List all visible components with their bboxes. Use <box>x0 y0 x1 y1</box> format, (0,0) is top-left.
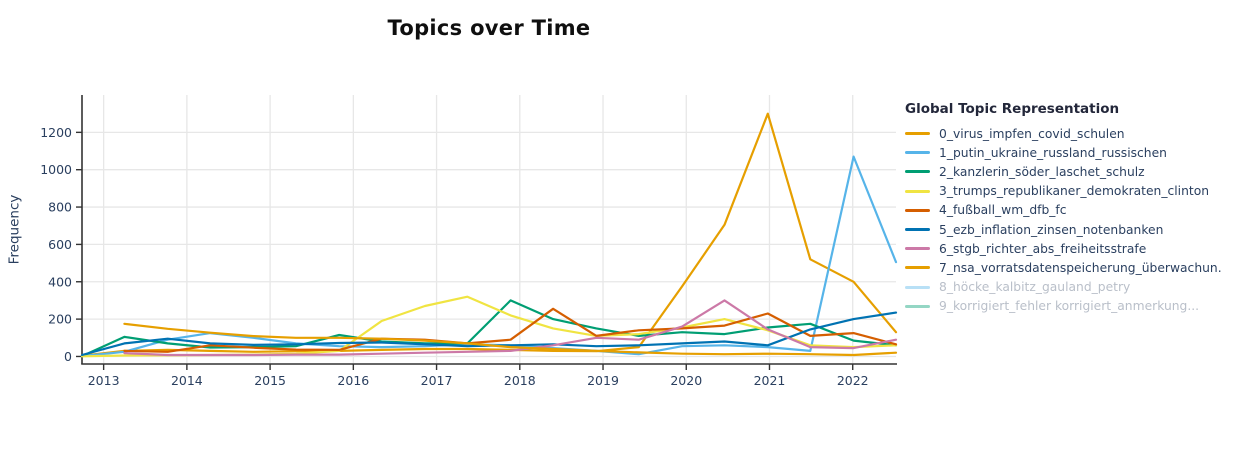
legend-swatch-3 <box>905 189 930 193</box>
x-tick-label: 2020 <box>670 373 702 388</box>
legend-item-3[interactable]: 3_trumps_republikaner_demokraten_clinton <box>905 182 1222 201</box>
x-tick-label: 2013 <box>88 373 120 388</box>
y-tick-label: 0 <box>64 349 72 364</box>
legend-swatch-7 <box>905 266 930 270</box>
legend-item-label: 3_trumps_republikaner_demokraten_clinton <box>939 184 1210 199</box>
legend-swatch-9 <box>905 304 930 308</box>
legend-item-0[interactable]: 0_virus_impfen_covid_schulen <box>905 124 1222 143</box>
legend: Global Topic Representation 0_virus_impf… <box>905 101 1222 316</box>
y-tick-label: 600 <box>48 237 72 252</box>
x-tick-label: 2019 <box>587 373 619 388</box>
legend-item-label: 9_korrigiert_fehler korrigiert_anmerkung… <box>939 299 1200 314</box>
series-line-6[interactable] <box>123 299 898 357</box>
legend-swatch-1 <box>905 151 930 155</box>
legend-swatch-2 <box>905 170 930 174</box>
y-tick-label: 200 <box>48 312 72 327</box>
legend-item-7[interactable]: 7_nsa_vorratsdatenspeicherung_überwachun… <box>905 258 1222 277</box>
legend-swatch-8 <box>905 285 930 289</box>
y-tick-label: 1200 <box>40 125 72 140</box>
legend-title: Global Topic Representation <box>905 101 1120 117</box>
legend-swatch-4 <box>905 208 930 212</box>
series-line-0[interactable] <box>80 112 898 357</box>
series-line-7[interactable] <box>123 322 898 357</box>
legend-item-2[interactable]: 2_kanzlerin_söder_laschet_schulz <box>905 162 1222 181</box>
legend-item-label: 1_putin_ukraine_russland_russischen <box>939 145 1167 160</box>
legend-item-label: 4_fußball_wm_dfb_fc <box>939 203 1067 218</box>
y-tick-label: 1000 <box>40 162 72 177</box>
legend-swatch-5 <box>905 228 930 232</box>
legend-item-1[interactable]: 1_putin_ukraine_russland_russischen <box>905 143 1222 162</box>
series-line-4[interactable] <box>123 307 898 353</box>
x-tick-label: 2015 <box>254 373 286 388</box>
x-tick-label: 2018 <box>504 373 536 388</box>
x-tick-label: 2016 <box>337 373 369 388</box>
x-tick-label: 2021 <box>754 373 786 388</box>
legend-item-label: 6_stgb_richter_abs_freiheitsstrafe <box>939 241 1147 256</box>
y-tick-label: 800 <box>48 200 72 215</box>
x-tick-label: 2017 <box>421 373 453 388</box>
legend-item-label: 5_ezb_inflation_zinsen_notenbanken <box>939 222 1164 237</box>
legend-item-9[interactable]: 9_korrigiert_fehler korrigiert_anmerkung… <box>905 297 1222 316</box>
chart-title: Topics over Time <box>387 16 591 40</box>
legend-item-8[interactable]: 8_höcke_kalbitz_gauland_petry <box>905 278 1222 297</box>
legend-swatch-0 <box>905 132 930 136</box>
legend-item-label: 7_nsa_vorratsdatenspeicherung_überwachun… <box>939 260 1222 275</box>
legend-item-label: 8_höcke_kalbitz_gauland_petry <box>939 280 1131 295</box>
legend-item-6[interactable]: 6_stgb_richter_abs_freiheitsstrafe <box>905 239 1222 258</box>
x-tick-label: 2014 <box>171 373 203 388</box>
legend-item-label: 0_virus_impfen_covid_schulen <box>939 126 1125 141</box>
legend-item-label: 2_kanzlerin_söder_laschet_schulz <box>939 164 1145 179</box>
legend-item-4[interactable]: 4_fußball_wm_dfb_fc <box>905 201 1222 220</box>
y-tick-label: 400 <box>48 274 72 289</box>
legend-item-5[interactable]: 5_ezb_inflation_zinsen_notenbanken <box>905 220 1222 239</box>
legend-swatch-6 <box>905 247 930 251</box>
x-tick-label: 2022 <box>837 373 869 388</box>
